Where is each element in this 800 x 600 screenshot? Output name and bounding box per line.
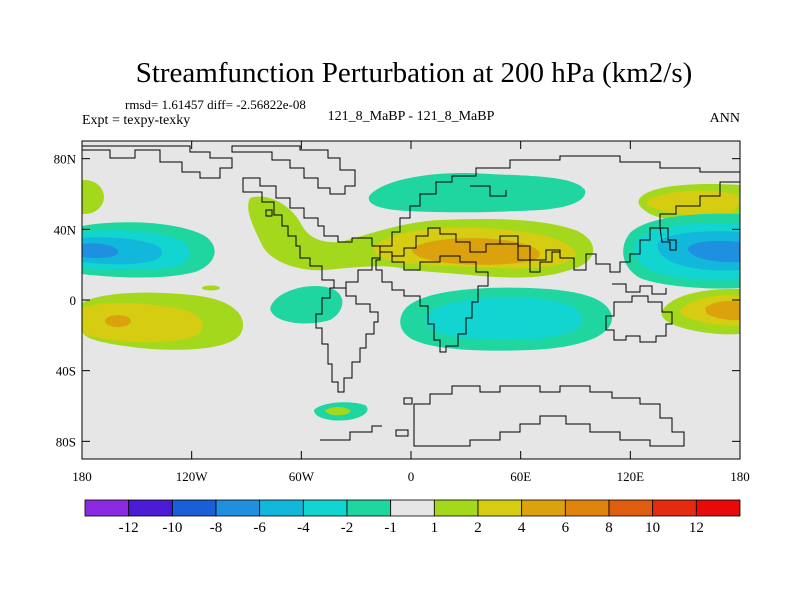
contour-yellow-northeast-asia [646, 190, 740, 216]
colorbar-label-7: 1 [431, 520, 439, 536]
coastline-australia [605, 295, 673, 343]
colorbar-label-10: 6 [562, 520, 570, 536]
coastline-india [500, 243, 560, 273]
plot-area [82, 141, 740, 459]
colorbar-swatch-9 [477, 499, 523, 517]
y-tick-label-4: 80S [56, 434, 76, 449]
colorbar-label-1: -10 [162, 520, 182, 536]
x-tick-label-3: 0 [408, 469, 415, 484]
colorbar-label-9: 4 [518, 520, 526, 536]
contour-green-west-edge [82, 180, 104, 214]
colorbar-label-5: -2 [341, 520, 354, 536]
colorbar-swatch-0 [84, 499, 130, 517]
coastline-south-america [315, 287, 379, 393]
colorbar-label-11: 8 [605, 520, 613, 536]
contour-yellow-south-pacific [82, 302, 203, 343]
x-tick-label-0: 180 [72, 469, 92, 484]
coastline-north-canada [82, 145, 233, 179]
x-tick-label-6: 180 [730, 469, 750, 484]
colorbar-swatch-4 [259, 499, 304, 517]
coastlines [82, 145, 740, 447]
colorbar-label-0: -12 [119, 520, 139, 536]
stats-label: rmsd= 1.61457 diff= -2.56822e-08 [125, 97, 306, 112]
contour-blue-east-asia [687, 240, 740, 263]
coastline-antarctic-peninsula [320, 425, 382, 441]
contour-positive-features [82, 180, 740, 350]
colorbar-swatch-2 [171, 499, 217, 517]
coastline-greenland [231, 145, 356, 195]
colorbar-label-3: -6 [253, 520, 266, 536]
x-tick-label-1: 120W [176, 469, 209, 484]
colorbar-swatch-10 [521, 499, 566, 517]
colorbar-swatch-11 [564, 499, 610, 517]
contour-orange-south-pacific [105, 315, 131, 327]
case-label: 121_8_MaBP - 121_8_MaBP [328, 109, 495, 124]
colorbar-swatch-1 [128, 499, 173, 517]
contour-negative-features [82, 172, 740, 421]
colorbar-label-4: -4 [297, 520, 310, 536]
y-tick-label-2: 0 [70, 293, 77, 308]
colorbar-label-2: -8 [210, 520, 223, 536]
contour-orange-eurasia [411, 238, 540, 265]
coastline-svalbard [470, 185, 507, 197]
colorbar-label-12: 10 [645, 520, 660, 536]
coastline-indonesia [612, 283, 667, 295]
coastline-eurasia [379, 155, 740, 273]
chart-title: Streamfunction Perturbation at 200 hPa (… [136, 57, 693, 89]
y-tick-label-0: 80N [54, 152, 77, 167]
axes: 180 120W 60W 0 60E 120E 180 80N 40N 0 40S 80S [54, 141, 750, 484]
colorbar-label-13: 12 [689, 520, 704, 536]
contour-green-antarctic-small [325, 407, 351, 416]
colorbar-swatch-5 [302, 499, 348, 517]
colorbar-swatch-7 [390, 499, 435, 517]
coastline-antarctica [413, 385, 685, 447]
colorbar-swatch-8 [433, 499, 479, 517]
contour-green-small-pacific [202, 285, 220, 291]
coastline-small-islands [395, 397, 413, 437]
coastline-japan [659, 227, 677, 251]
colorbar-label-8: 2 [474, 520, 482, 536]
colorbar-swatch-3 [215, 499, 261, 517]
x-tick-label-4: 60E [510, 469, 531, 484]
colorbar-swatch-6 [346, 499, 392, 517]
colorbar-label-6: -1 [384, 520, 397, 536]
colorbar: -12 -10 -8 -6 -4 -2 -1 1 2 4 6 8 10 12 [84, 499, 741, 536]
y-tick-label-3: 40S [56, 364, 76, 379]
coastline-africa [375, 251, 489, 353]
coastline-small-island-2 [265, 209, 273, 217]
colorbar-swatch-13 [652, 499, 697, 517]
x-tick-label-5: 120E [617, 469, 645, 484]
contour-teal-north-europe [368, 172, 586, 213]
coastline-north-america [242, 177, 381, 289]
contour-teal-southeast-pacific [270, 285, 343, 324]
x-tick-label-2: 60W [289, 469, 315, 484]
y-tick-label-1: 40N [54, 222, 77, 237]
experiment-label: Expt = texpy-texky [82, 113, 190, 128]
colorbar-swatch-14 [695, 499, 741, 517]
colorbar-swatch-12 [608, 499, 654, 517]
contour-cyan-south-atlantic [425, 297, 583, 340]
contour-orange-right-south [705, 300, 740, 321]
contour-blue-central-pacific [82, 243, 119, 258]
season-label: ANN [710, 111, 740, 126]
